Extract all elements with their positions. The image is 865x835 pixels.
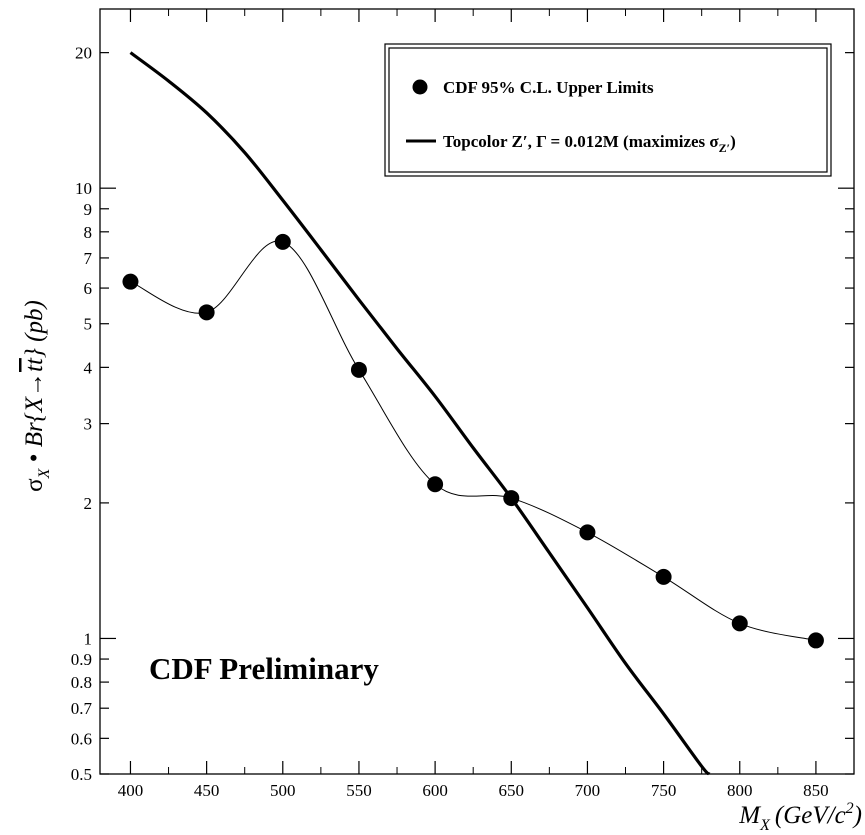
y-tick-label: 0.9 [71, 650, 92, 669]
limits-curve [130, 240, 817, 641]
series-layer [122, 51, 824, 776]
y-tick-label: 5 [84, 315, 93, 334]
x-tick-label: 650 [499, 781, 525, 800]
y-tick-label: 0.6 [71, 729, 92, 748]
x-tick-label: 850 [803, 781, 829, 800]
x-tick-label: 450 [194, 781, 220, 800]
legend-marker-limits [412, 79, 428, 95]
y-tick-label: 8 [84, 223, 93, 242]
x-title-units: (GeV/c [775, 802, 846, 829]
legend-label-topcolor: Topcolor Z′, Γ = 0.012M (maximizes σZ′) [443, 132, 736, 155]
y-tick-label: 0.7 [71, 699, 93, 718]
cdf-preliminary-label: CDF Preliminary [149, 651, 379, 686]
x-tick-label: 750 [651, 781, 677, 800]
legend: CDF 95% C.L. Upper Limits Topcolor Z′, Γ… [384, 43, 832, 177]
limit-point [350, 361, 367, 378]
x-axis-title: MX (GeV/c2) [738, 800, 862, 834]
limit-point [807, 632, 824, 649]
y-tick-label: 20 [75, 44, 92, 63]
legend-box-outer [384, 43, 832, 177]
x-tick-label: 800 [727, 781, 753, 800]
y-title-sigma: σ [21, 478, 48, 492]
x-title-main: M [738, 802, 761, 829]
limit-point [655, 568, 672, 585]
y-tick-label: 4 [84, 358, 93, 377]
tick-labels: 400 450 500 550 600 650 700 750 800 850 0.5 0.6 0.7 0… [71, 44, 829, 800]
y-title-tt: tt [21, 357, 48, 372]
limit-point [274, 233, 291, 250]
y-tick-label: 10 [75, 179, 92, 198]
legend-label-topcolor-close: ) [730, 132, 736, 151]
x-tick-label: 700 [575, 781, 601, 800]
y-title-br: Br{X→ [21, 372, 48, 447]
limit-point [579, 524, 596, 541]
y-title-close: } (pb) [21, 300, 48, 358]
y-tick-label: 0.8 [71, 673, 92, 692]
y-tick-label: 6 [84, 279, 93, 298]
legend-box-inner [388, 47, 828, 173]
topcolor-curve [129, 51, 711, 776]
limit-point [198, 304, 215, 321]
y-axis-title: σX • Br{X→tt} (pb) [21, 300, 53, 492]
axis-ticks [100, 9, 855, 775]
x-tick-label: 550 [346, 781, 372, 800]
y-tick-label: 1 [84, 629, 93, 648]
legend-label-topcolor-sub: Z′ [719, 141, 730, 155]
plot-frame [99, 8, 855, 775]
y-title-sub: X [36, 467, 53, 479]
y-tick-label: 2 [84, 494, 93, 513]
y-tick-label: 3 [84, 415, 93, 434]
legend-label-topcolor-main: Topcolor Z′, Γ = 0.012M (maximizes σ [443, 132, 719, 151]
y-title-bullet: • [21, 447, 48, 468]
y-tick-label: 9 [84, 200, 93, 219]
x-title-sub: X [759, 817, 771, 834]
x-tick-label: 400 [118, 781, 144, 800]
x-title-sup: 2 [846, 800, 854, 817]
y-tick-label: 0.5 [71, 765, 92, 784]
x-tick-label: 500 [270, 781, 296, 800]
limit-point [122, 273, 139, 290]
x-tick-label: 600 [422, 781, 448, 800]
x-title-close: ) [852, 802, 862, 829]
limit-point [427, 476, 444, 493]
y-tick-label: 7 [84, 249, 93, 268]
legend-label-limits: CDF 95% C.L. Upper Limits [443, 78, 654, 97]
limit-point [731, 615, 748, 632]
